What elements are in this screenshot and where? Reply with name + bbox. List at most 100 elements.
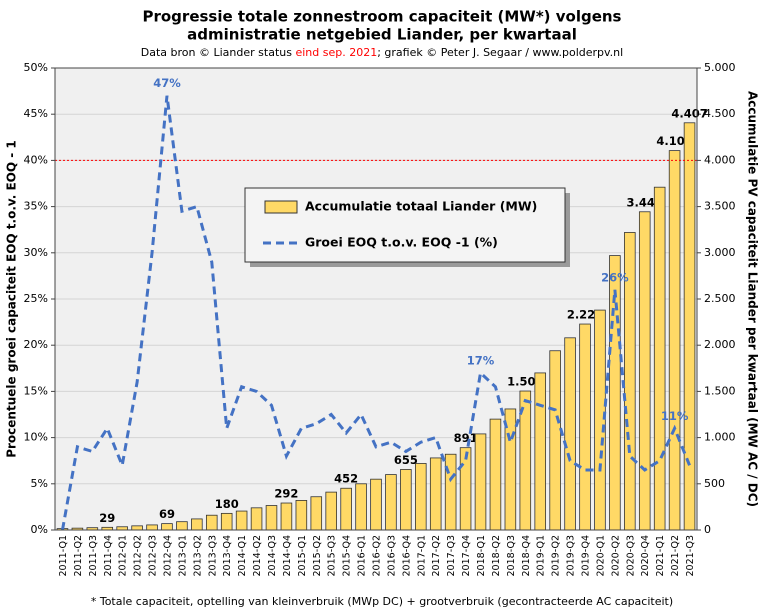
x-tick-label: 2018-Q4 — [521, 535, 532, 576]
y2-tick-label: 4.000 — [704, 153, 736, 166]
bar — [400, 469, 412, 531]
x-tick-label: 2020-Q1 — [595, 535, 606, 576]
x-tick-label: 2015-Q3 — [327, 535, 338, 576]
x-tick-label: 2012-Q4 — [162, 535, 173, 576]
legend — [244, 187, 566, 263]
footnote: * Totale capaciteit, optelling van klein… — [91, 595, 673, 608]
bar — [668, 150, 681, 531]
y2-tick-label: 2.000 — [704, 338, 736, 351]
y2-axis-label: Accumulatie PV capaciteit Liander per kw… — [746, 91, 760, 507]
x-tick-label: 2016-Q1 — [357, 535, 368, 576]
bar — [683, 122, 696, 531]
y-tick-label: 20% — [24, 338, 48, 351]
y-tick-label: 0% — [31, 523, 48, 536]
y2-tick-label: 3.500 — [704, 200, 736, 213]
subtitle-part: Data bron © Liander status — [141, 46, 296, 59]
y-tick-label: 35% — [24, 200, 48, 213]
y-tick-label: 15% — [24, 384, 48, 397]
x-tick-label: 2017-Q1 — [416, 535, 427, 576]
x-tick-label: 2019-Q2 — [551, 535, 562, 576]
bar-value-label: 655 — [394, 453, 418, 467]
x-tick-label: 2021-Q3 — [685, 535, 696, 576]
x-tick-label: 2011-Q2 — [73, 535, 84, 576]
x-tick-label: 2014-Q1 — [237, 535, 248, 576]
plot-border — [54, 67, 698, 531]
y2-tick-label: 5.000 — [704, 61, 736, 74]
legend-label: Groei EOQ t.o.v. EOQ -1 (%) — [305, 235, 498, 250]
x-tick-label: 2016-Q3 — [386, 535, 397, 576]
x-tick-label: 2020-Q3 — [625, 535, 636, 576]
chart-title: administratie netgebied Liander, per kwa… — [187, 26, 577, 44]
bar — [564, 337, 576, 531]
x-tick-label: 2013-Q3 — [207, 535, 218, 576]
x-tick-label: 2020-Q2 — [610, 535, 621, 576]
y2-tick-label: 4.500 — [704, 107, 736, 120]
x-tick-label: 2011-Q3 — [88, 535, 99, 576]
x-tick-label: 2018-Q2 — [491, 535, 502, 576]
x-tick-label: 2018-Q3 — [506, 535, 517, 576]
y2-tick-label: 500 — [704, 477, 725, 490]
line-value-label: 26% — [601, 270, 629, 284]
x-tick-label: 2014-Q4 — [282, 535, 293, 576]
bar-value-label: 4.407 — [671, 106, 707, 120]
bar-value-label: 1.504 — [507, 375, 543, 389]
bar — [280, 502, 293, 531]
x-tick-label: 2012-Q1 — [118, 535, 129, 576]
bar-value-label: 2.229 — [567, 308, 603, 322]
x-tick-label: 2014-Q2 — [252, 535, 263, 576]
y-tick-label: 45% — [24, 107, 48, 120]
subtitle-highlight: eind sep. 2021 — [295, 46, 377, 59]
bar — [235, 510, 248, 531]
x-tick-label: 2020-Q4 — [640, 535, 651, 576]
x-tick-label: 2016-Q2 — [372, 535, 383, 576]
x-tick-label: 2017-Q2 — [431, 535, 442, 576]
x-tick-label: 2021-Q1 — [655, 535, 666, 576]
bar-value-label: 69 — [159, 507, 175, 521]
bar — [355, 483, 367, 531]
y2-tick-label: 1.000 — [704, 431, 736, 444]
bar — [191, 518, 203, 531]
x-tick-label: 2011-Q4 — [103, 535, 114, 576]
bar-value-label: 180 — [215, 497, 239, 511]
y-tick-label: 10% — [24, 431, 48, 444]
line-value-label: 11% — [661, 409, 689, 423]
x-tick-label: 2013-Q1 — [177, 535, 188, 576]
x-tick-label: 2018-Q1 — [476, 535, 487, 576]
legend-swatch — [264, 200, 298, 214]
x-tick-label: 2014-Q3 — [267, 535, 278, 576]
bar — [594, 309, 606, 531]
line — [60, 95, 691, 531]
bar — [459, 447, 472, 531]
bar-value-label: 452 — [334, 472, 358, 486]
bar — [205, 514, 218, 531]
subtitle-part: ; grafiek © Peter J. Segaar / www.polder… — [377, 46, 623, 59]
bar — [549, 350, 561, 531]
x-tick-label: 2015-Q4 — [342, 535, 353, 576]
bar-value-label: 29 — [99, 511, 115, 525]
legend-label: Accumulatie totaal Liander (MW) — [305, 199, 537, 214]
bar-value-label: 891 — [454, 431, 478, 445]
bar — [295, 500, 308, 531]
x-tick-label: 2012-Q2 — [133, 535, 144, 576]
x-tick-label: 2017-Q4 — [461, 535, 472, 576]
x-tick-label: 2019-Q1 — [536, 535, 547, 576]
bar — [325, 491, 337, 531]
bar — [385, 474, 397, 531]
bar — [653, 186, 666, 531]
y-axis-label: Procentuele groei capaciteit EOQ t.o.v. … — [5, 140, 19, 458]
x-tick-label: 2021-Q2 — [670, 535, 681, 576]
y2-tick-label: 3.000 — [704, 246, 736, 259]
bar — [340, 487, 352, 531]
x-tick-label: 2013-Q2 — [192, 535, 203, 576]
bar — [265, 505, 278, 531]
y-tick-label: 25% — [24, 292, 48, 305]
y-tick-label: 40% — [24, 153, 48, 166]
bar — [250, 507, 263, 531]
y2-tick-label: 1.500 — [704, 384, 736, 397]
y-tick-label: 50% — [24, 61, 48, 74]
bar-value-label: 292 — [274, 487, 298, 501]
bar — [429, 457, 442, 531]
x-tick-label: 2017-Q3 — [446, 535, 457, 576]
x-tick-label: 2019-Q4 — [581, 535, 592, 576]
